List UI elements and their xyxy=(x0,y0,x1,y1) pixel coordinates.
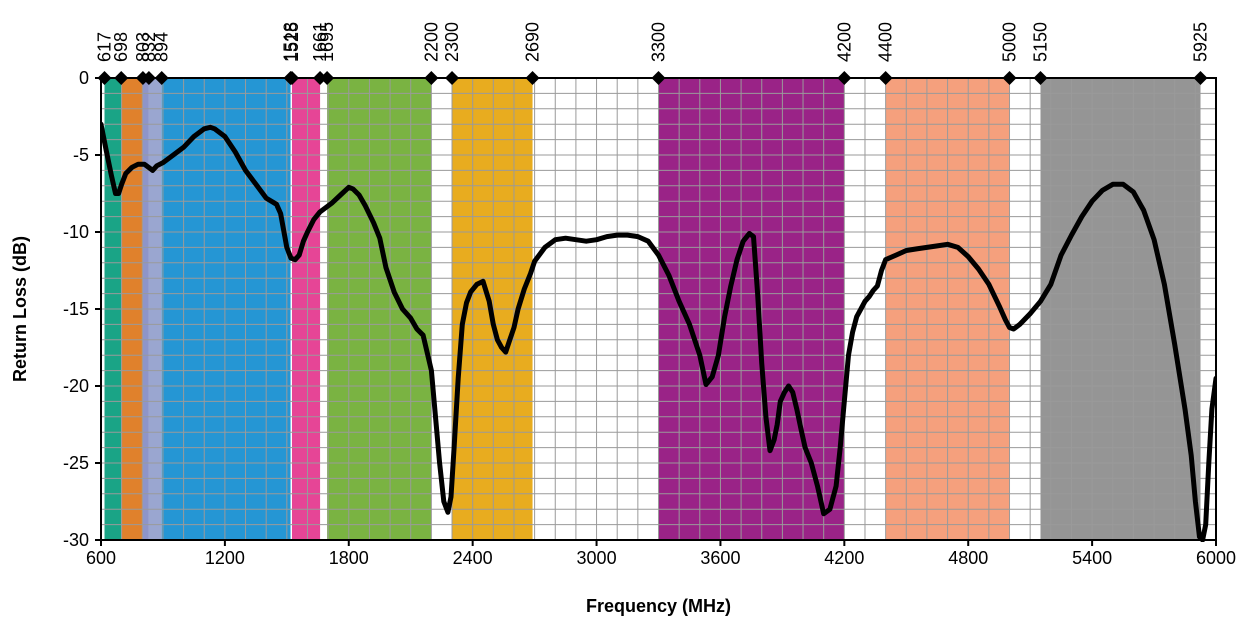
band-edge-marker-5150 xyxy=(1033,71,1048,85)
x-tick-label-6000: 6000 xyxy=(1196,548,1236,568)
x-axis-title: Frequency (MHz) xyxy=(586,596,731,616)
band-edge-label-1518: 1518 xyxy=(281,22,301,62)
y-axis-tick-labels: 0 -5 -10 -15 -20 -25 -30 xyxy=(63,68,89,550)
y-tick-label--20: -20 xyxy=(63,376,89,396)
band-edge-marker-3300 xyxy=(651,71,666,85)
band-edge-marker-2300 xyxy=(445,71,460,85)
band-edge-label-2300: 2300 xyxy=(442,22,462,62)
band-edge-marker-894 xyxy=(154,71,169,85)
y-tick-label--30: -30 xyxy=(63,530,89,550)
band-edge-label-5000: 5000 xyxy=(1000,22,1020,62)
y-tick-label--25: -25 xyxy=(63,453,89,473)
band-edge-label-3300: 3300 xyxy=(649,22,669,62)
band-edge-marker-4400 xyxy=(878,71,893,85)
band-edge-marker-5925 xyxy=(1193,71,1208,85)
y-tick-label--15: -15 xyxy=(63,299,89,319)
band-edge-marker-1525 xyxy=(284,71,299,85)
band-edge-label-5150: 5150 xyxy=(1030,22,1050,62)
band-edge-marker-2200 xyxy=(424,71,439,85)
band-edge-label-617: 617 xyxy=(95,32,115,62)
band-edge-marker-617 xyxy=(97,71,112,85)
band-edge-markers xyxy=(97,71,1208,85)
band-edge-label-1661: 1661 xyxy=(310,22,330,62)
y-tick-label--5: -5 xyxy=(73,145,89,165)
band-edge-marker-5000 xyxy=(1002,71,1017,85)
band-edge-marker-698 xyxy=(114,71,129,85)
band-edge-label-894: 894 xyxy=(152,32,172,62)
band-edge-marker-2690 xyxy=(525,71,540,85)
band-edge-marker-4200 xyxy=(837,71,852,85)
y-tick-label-0: 0 xyxy=(79,68,89,88)
x-tick-label-5400: 5400 xyxy=(1072,548,1112,568)
band-edge-label-4200: 4200 xyxy=(834,22,854,62)
x-tick-label-3600: 3600 xyxy=(700,548,740,568)
x-tick-label-1800: 1800 xyxy=(329,548,369,568)
x-tick-label-4200: 4200 xyxy=(824,548,864,568)
band-edge-label-2690: 2690 xyxy=(523,22,543,62)
x-tick-label-2400: 2400 xyxy=(453,548,493,568)
return-loss-series xyxy=(101,121,1216,542)
y-axis-title: Return Loss (dB) xyxy=(10,236,30,382)
band-edge-label-5925: 5925 xyxy=(1191,22,1211,62)
band-edge-label-1695: 1695 xyxy=(317,22,337,62)
x-tick-label-1200: 1200 xyxy=(205,548,245,568)
return-loss-line xyxy=(101,121,1216,542)
band-edge-label-803: 803 xyxy=(133,32,153,62)
band-edge-label-1525: 1525 xyxy=(282,22,302,62)
x-tick-label-3000: 3000 xyxy=(577,548,617,568)
band-edge-marker-1661 xyxy=(313,71,328,85)
band-edge-marker-1695 xyxy=(320,71,335,85)
x-tick-label-4800: 4800 xyxy=(948,548,988,568)
band-edge-label-4400: 4400 xyxy=(876,22,896,62)
band-edge-label-832: 832 xyxy=(139,32,159,62)
band-edge-marker-832 xyxy=(141,71,156,85)
x-tick-label-600: 600 xyxy=(86,548,116,568)
y-tick-label--10: -10 xyxy=(63,222,89,242)
x-axis-tick-labels: 600 1200 1800 2400 3000 3600 4200 4800 5400 6000 xyxy=(86,548,1236,568)
band-edge-label-2200: 2200 xyxy=(421,22,441,62)
grid-lines xyxy=(95,77,1217,546)
band-edge-label-698: 698 xyxy=(111,32,131,62)
